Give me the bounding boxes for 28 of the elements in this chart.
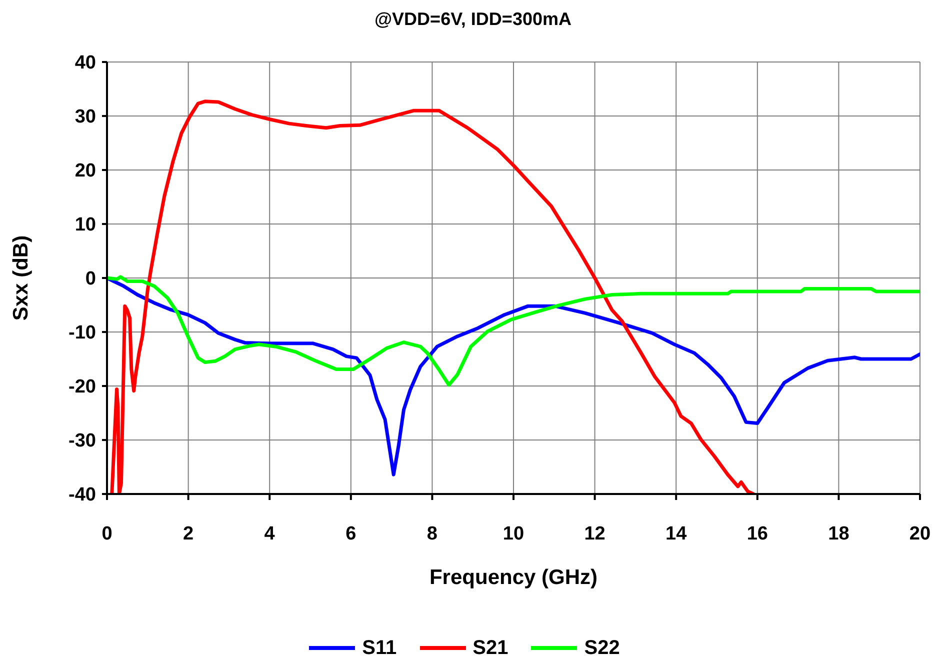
x-tick-label: 14 <box>666 523 688 544</box>
y-tick-label: -40 <box>68 484 96 506</box>
x-tick-label: 20 <box>909 523 931 544</box>
line-series <box>107 275 920 387</box>
x-tick-label: 10 <box>502 523 524 544</box>
chart-title: @VDD=6V, IDD=300mA <box>374 8 572 30</box>
x-axis-title: Frequency (GHz) <box>429 566 598 589</box>
x-tick-label: 16 <box>746 523 768 544</box>
x-tick-label: 6 <box>346 523 356 544</box>
y-tick-label: 20 <box>74 160 96 182</box>
x-tick-label: 12 <box>584 523 606 544</box>
y-tick-label: -10 <box>68 322 96 344</box>
x-tick-label: 4 <box>264 523 276 544</box>
y-tick-label: -30 <box>68 430 96 452</box>
y-tick-label: 40 <box>74 52 96 74</box>
legend-label: S22 <box>584 636 620 660</box>
line-series <box>110 100 756 494</box>
y-axis-title: Sxx (dB) <box>10 235 32 321</box>
y-tick-label: 0 <box>85 268 96 290</box>
legend-label: S21 <box>472 636 508 660</box>
x-tick-label: 18 <box>828 523 850 544</box>
y-tick-label: 30 <box>74 106 96 128</box>
y-tick-label: -20 <box>68 376 96 398</box>
legend-label: S11 <box>362 636 397 660</box>
y-tick-label: 10 <box>74 214 96 236</box>
x-tick-label: 8 <box>426 523 438 544</box>
x-tick-label: 2 <box>183 523 194 544</box>
x-tick-label: 0 <box>102 523 112 544</box>
